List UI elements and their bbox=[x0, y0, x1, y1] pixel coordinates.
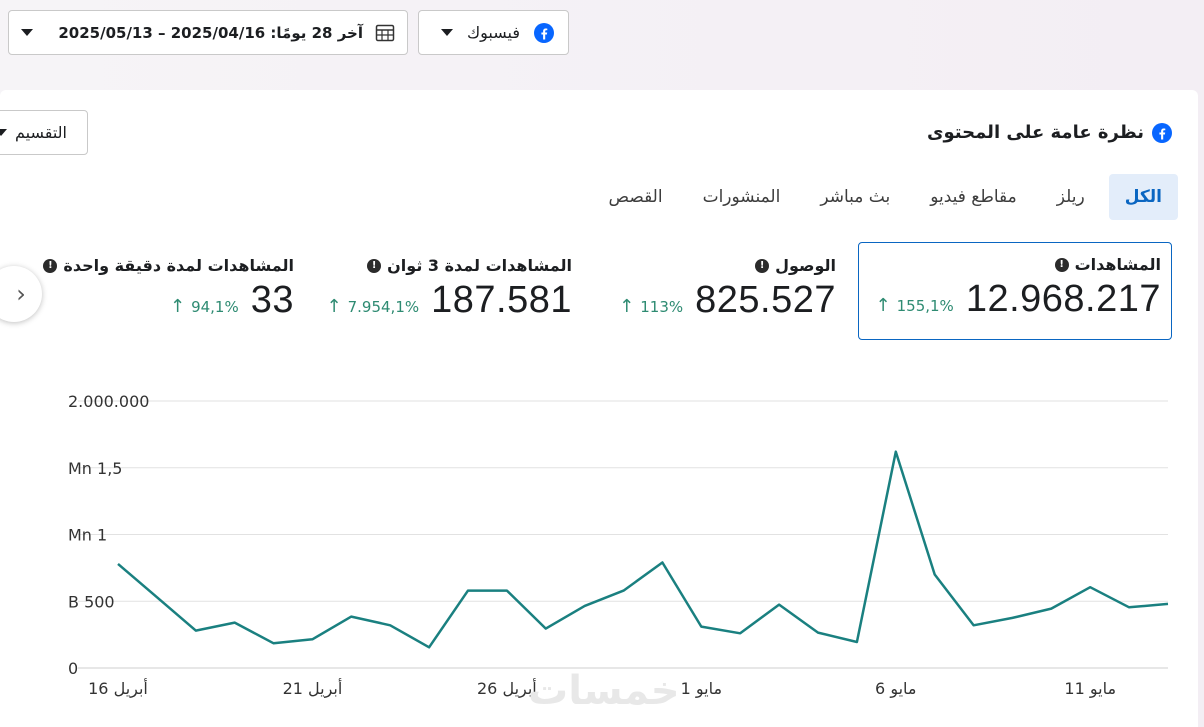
tab-stories[interactable]: القصص bbox=[593, 174, 679, 220]
tab-posts[interactable]: المنشورات bbox=[687, 174, 797, 220]
delta-text: 155,1% bbox=[896, 296, 954, 315]
metric-reach[interactable]: الوصول! 825.527 ↑ 113% bbox=[619, 256, 836, 322]
card-title-text: نظرة عامة على المحتوى bbox=[927, 122, 1144, 143]
metric-views[interactable]: المشاهدات! 12.968.217 ↑ 155,1% bbox=[858, 242, 1172, 340]
info-icon[interactable]: ! bbox=[755, 258, 770, 273]
info-icon[interactable]: ! bbox=[1054, 257, 1069, 272]
watermark-logo: خمسات bbox=[528, 668, 680, 714]
tab-label: الكل bbox=[1124, 187, 1162, 207]
carousel-next-button[interactable]: › bbox=[0, 266, 42, 322]
tab-label: المنشورات bbox=[702, 187, 781, 207]
facebook-icon bbox=[1152, 122, 1172, 143]
metric-delta: ↑ 7.954,1% bbox=[327, 296, 420, 317]
chevron-down-icon bbox=[440, 29, 453, 36]
facebook-icon bbox=[534, 22, 554, 43]
tab-live[interactable]: بث مباشر bbox=[804, 174, 906, 220]
platform-dropdown[interactable]: فيسبوك bbox=[418, 10, 569, 55]
metric-label: المشاهدات لمدة دقيقة واحدة bbox=[63, 256, 294, 275]
arrow-up-icon: ↑ bbox=[169, 296, 186, 317]
platform-label: فيسبوك bbox=[466, 23, 520, 42]
chevron-right-icon: › bbox=[16, 280, 26, 308]
chevron-down-icon bbox=[0, 129, 7, 136]
metric-value: 33 bbox=[250, 279, 294, 321]
metric-delta: ↑ 155,1% bbox=[876, 295, 954, 316]
info-icon[interactable]: ! bbox=[43, 258, 58, 273]
metric-label: المشاهدات bbox=[1074, 255, 1161, 274]
arrow-up-icon: ↑ bbox=[875, 295, 891, 316]
metric-label: الوصول bbox=[775, 256, 836, 275]
metric-label: المشاهدات لمدة 3 ثوان bbox=[387, 256, 572, 275]
tab-reels[interactable]: ريلز bbox=[1041, 174, 1101, 220]
arrow-up-icon: ↑ bbox=[619, 296, 635, 317]
tab-label: بث مباشر bbox=[820, 187, 891, 207]
metric-value: 187.581 bbox=[431, 279, 572, 321]
metric-value: 825.527 bbox=[695, 279, 836, 321]
metric-1min-views[interactable]: المشاهدات لمدة دقيقة واحدة! 33 ↑ 94,1% bbox=[43, 256, 294, 322]
date-range-dropdown[interactable]: آخر 28 يومًا: 2025/04/16 – 2025/05/13 bbox=[8, 10, 408, 55]
tab-all[interactable]: الكل bbox=[1108, 174, 1178, 220]
split-dropdown[interactable]: التقسيم bbox=[0, 110, 88, 155]
arrow-up-icon: ↑ bbox=[326, 296, 342, 317]
chevron-down-icon bbox=[21, 29, 33, 36]
info-icon[interactable]: ! bbox=[367, 258, 382, 273]
date-range-label: آخر 28 يومًا: 2025/04/16 – 2025/05/13 bbox=[58, 23, 363, 42]
metric-delta: ↑ 113% bbox=[619, 296, 683, 317]
metric-3s-views[interactable]: المشاهدات لمدة 3 ثوان! 187.581 ↑ 7.954,1% bbox=[327, 256, 572, 322]
split-label: التقسيم bbox=[15, 123, 67, 142]
delta-text: 94,1% bbox=[191, 297, 239, 316]
content-tabs: الكل ريلز مقاطع فيديو بث مباشر المنشورات… bbox=[585, 174, 1178, 220]
metric-value: 12.968.217 bbox=[965, 278, 1161, 320]
card-title: نظرة عامة على المحتوى bbox=[927, 122, 1172, 143]
tab-label: القصص bbox=[608, 187, 663, 207]
metric-delta: ↑ 94,1% bbox=[170, 296, 239, 317]
tab-videos[interactable]: مقاطع فيديو bbox=[914, 174, 1033, 220]
delta-text: 113% bbox=[640, 297, 684, 316]
delta-text: 7.954,1% bbox=[347, 297, 420, 316]
content-overview-card: نظرة عامة على المحتوى التقسيم الكل ريلز … bbox=[0, 90, 1198, 727]
tab-label: مقاطع فيديو bbox=[930, 187, 1017, 207]
calendar-icon bbox=[375, 24, 395, 41]
tab-label: ريلز bbox=[1056, 187, 1085, 207]
